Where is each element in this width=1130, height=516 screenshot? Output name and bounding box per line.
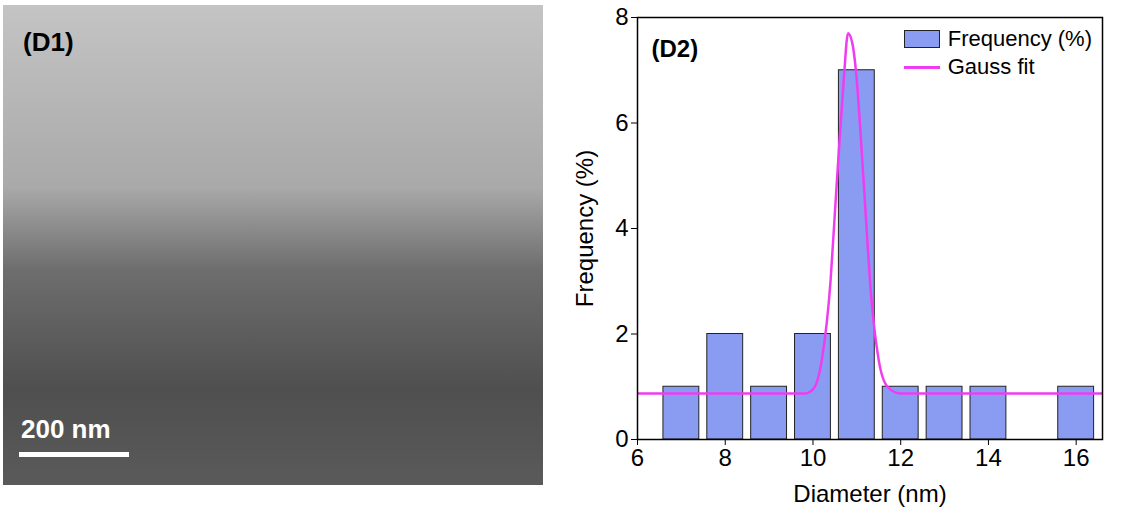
svg-text:8: 8 xyxy=(719,444,732,471)
svg-text:Frequency (%): Frequency (%) xyxy=(571,150,598,307)
svg-text:14: 14 xyxy=(975,444,1002,471)
svg-text:2: 2 xyxy=(615,320,628,347)
html-text:Frequency (%): Frequency (%) xyxy=(947,26,1092,51)
svg-text:(D2): (D2) xyxy=(652,35,699,62)
svg-text:16: 16 xyxy=(1063,444,1090,471)
html-text:Gauss fit: Gauss fit xyxy=(947,54,1035,79)
svg-text:10: 10 xyxy=(800,444,827,471)
svg-text:0: 0 xyxy=(615,425,628,452)
html-text:(D1): (D1) xyxy=(23,27,74,57)
html-text:200 nm: 200 nm xyxy=(21,414,111,444)
svg-text:6: 6 xyxy=(615,109,628,136)
svg-text:8: 8 xyxy=(615,3,628,30)
svg-text:12: 12 xyxy=(887,444,914,471)
svg-text:Diameter (nm): Diameter (nm) xyxy=(793,480,946,507)
svg-text:6: 6 xyxy=(631,444,644,471)
svg-text:4: 4 xyxy=(615,214,628,241)
